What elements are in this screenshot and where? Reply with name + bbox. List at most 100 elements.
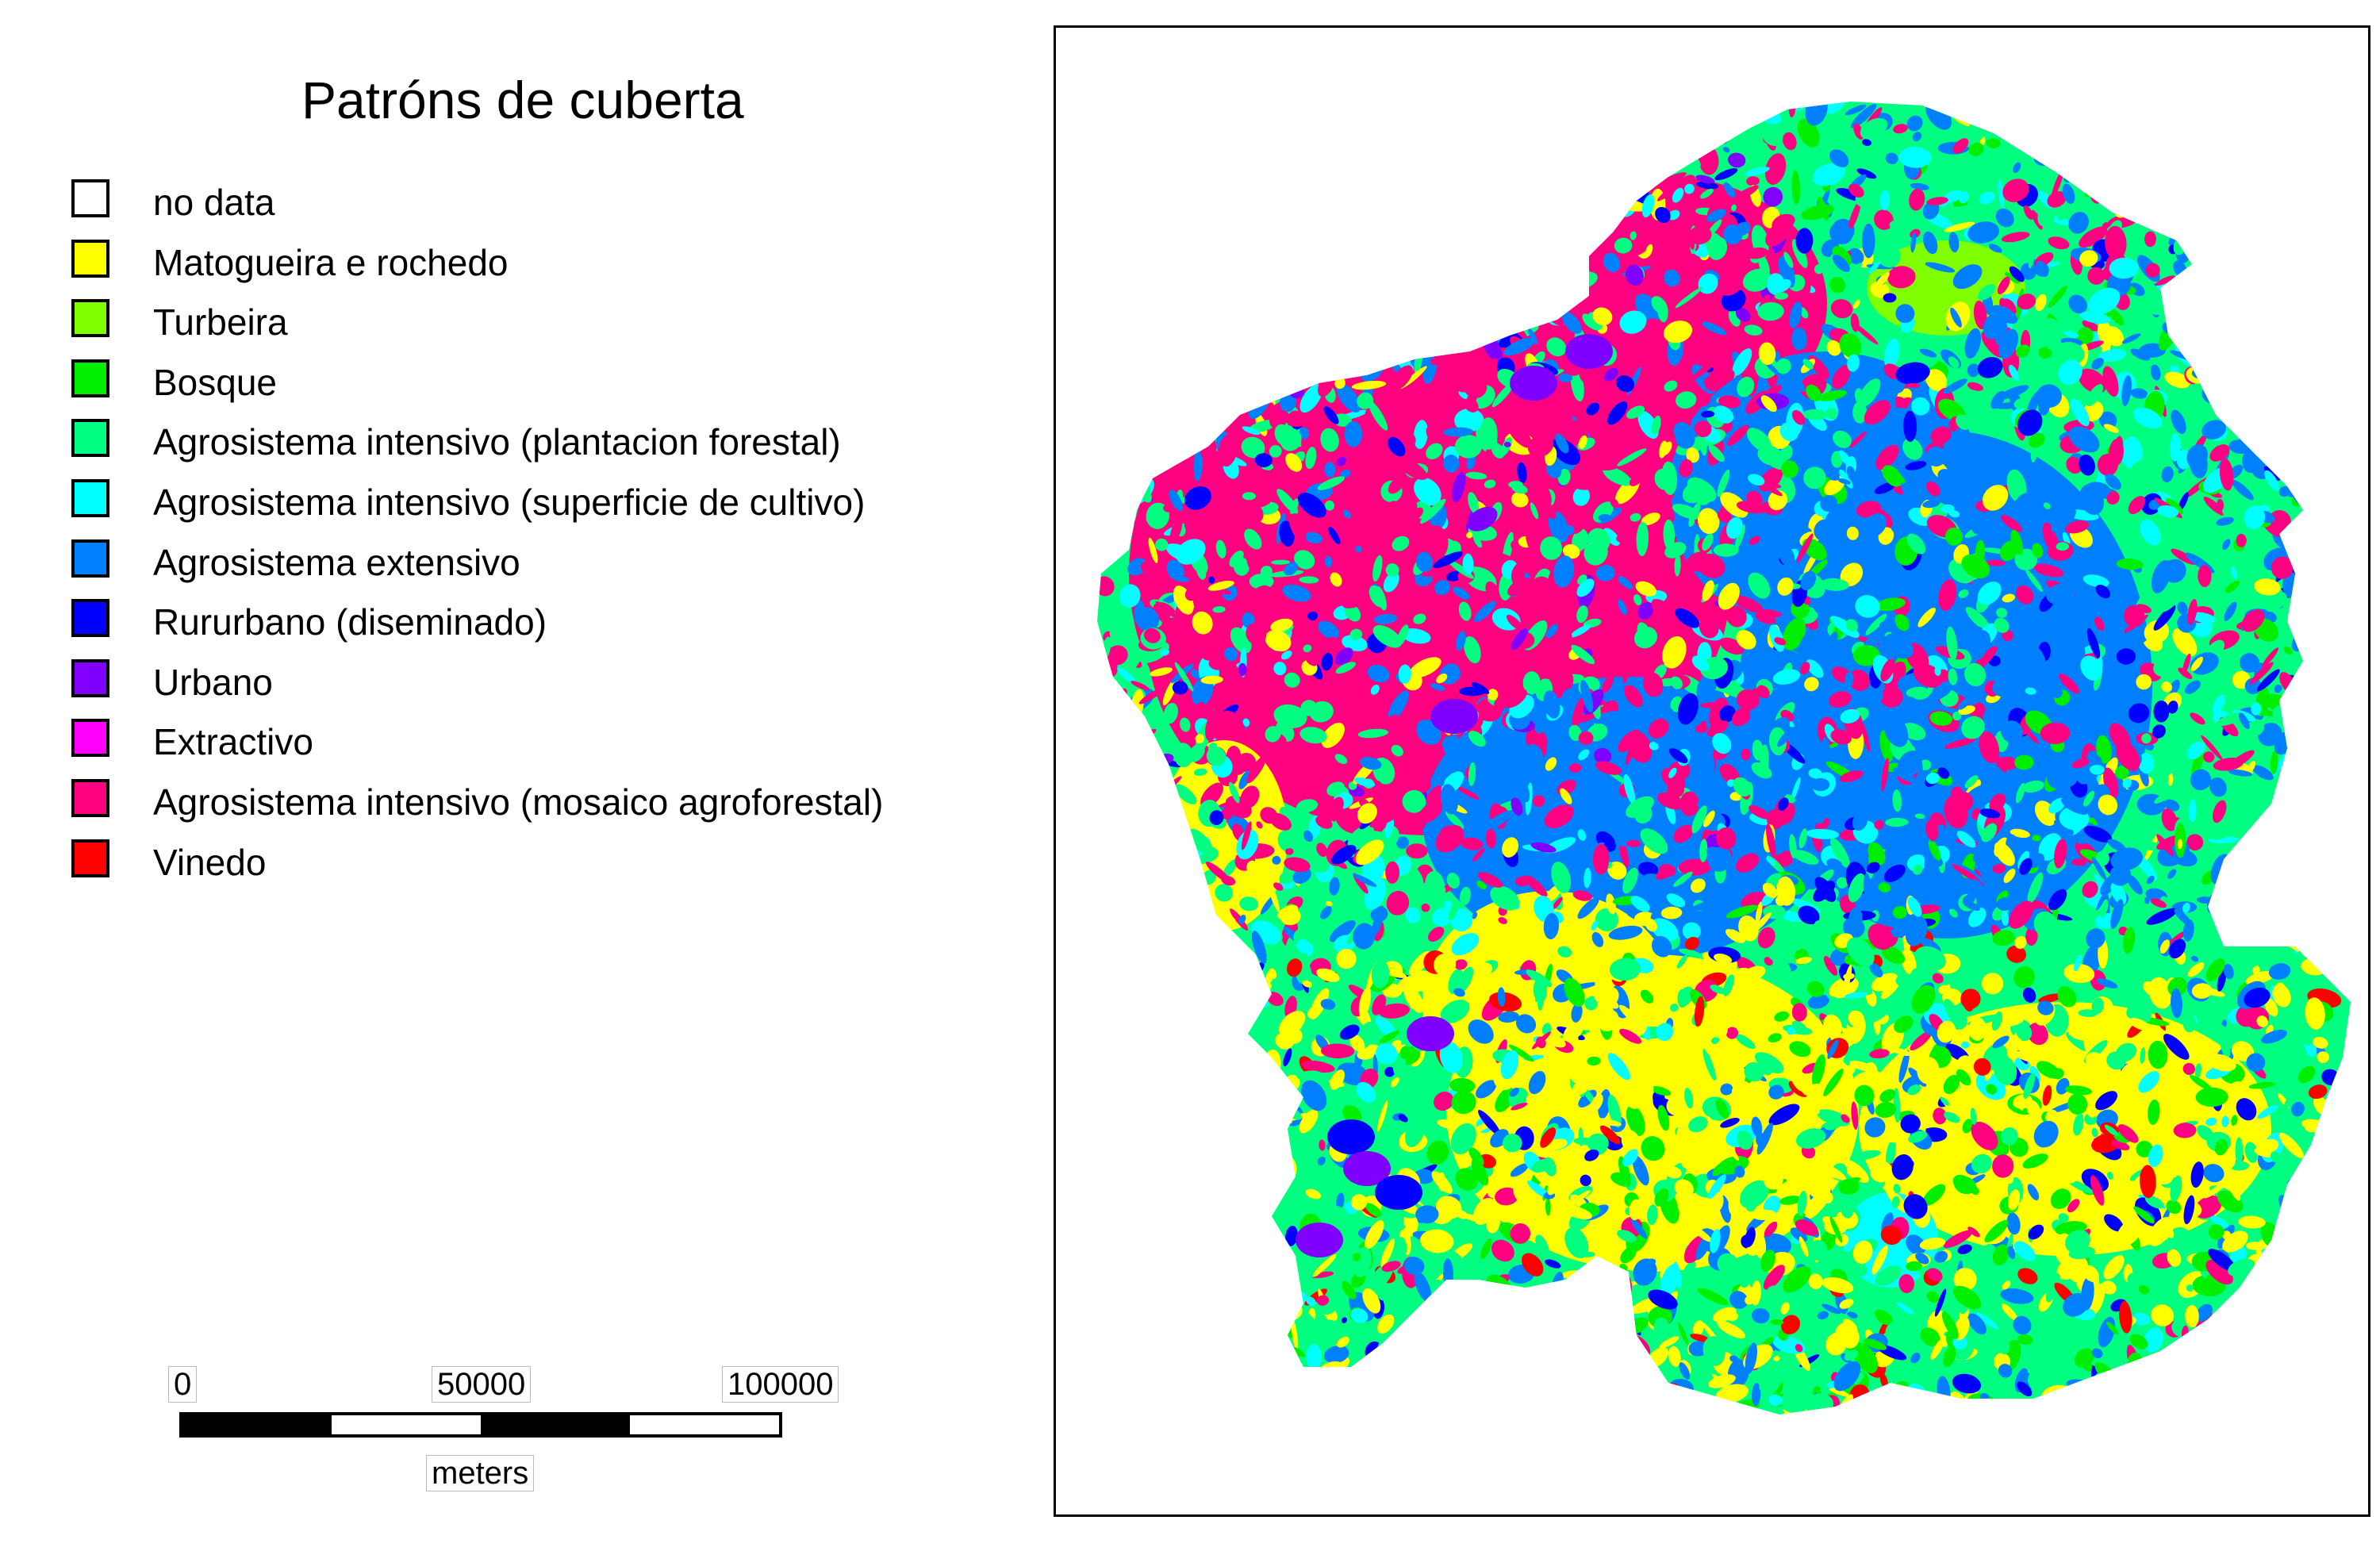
land-cover-patch [1555, 1282, 1565, 1297]
land-cover-patch [1896, 1006, 1904, 1015]
land-cover-patch [1602, 102, 1625, 116]
land-cover-patch [2160, 176, 2181, 193]
land-cover-patch [1895, 304, 1915, 324]
land-cover-patch [1107, 236, 1139, 259]
land-cover-patch [1411, 102, 1438, 113]
land-cover-patch [2058, 1213, 2069, 1223]
land-cover-patch [2086, 102, 2117, 121]
land-cover-patch [2265, 866, 2291, 892]
land-cover-patch [2296, 535, 2311, 549]
land-cover-patch [1657, 1104, 1670, 1131]
scale-tick-label: 0 [168, 1366, 198, 1403]
land-cover-patch [1109, 716, 1136, 731]
land-cover-patch [1214, 1184, 1230, 1201]
land-cover-patch [2290, 165, 2306, 179]
land-cover-patch [1161, 875, 1180, 903]
land-cover-patch [1300, 268, 1322, 294]
land-cover-patch [1101, 1287, 1123, 1300]
land-cover-patch [1566, 1380, 1584, 1406]
land-cover-patch [1871, 1245, 1888, 1275]
land-cover-patch [2102, 366, 2119, 397]
land-cover-patch [1180, 905, 1190, 916]
land-cover-patch [2213, 1394, 2230, 1407]
land-cover-patch [1147, 225, 1161, 238]
land-cover-patch [1385, 321, 1400, 332]
land-cover-patch [2268, 816, 2290, 839]
land-cover-patch [1196, 347, 1218, 359]
land-cover-patch [1262, 684, 1285, 707]
land-cover-patch [2186, 834, 2204, 851]
land-cover-patch [1107, 415, 1132, 442]
land-cover-patch [1398, 155, 1409, 164]
land-cover-patch [2324, 805, 2334, 821]
land-cover-patch [1097, 877, 1111, 904]
land-cover-patch [1097, 1223, 1122, 1249]
land-cover-patch [2276, 1298, 2298, 1322]
land-cover-patch [1353, 106, 1368, 115]
land-cover-patch [1558, 373, 1573, 382]
land-cover-patch [1146, 943, 1173, 958]
land-cover-patch [1150, 1383, 1166, 1407]
land-cover-patch [1439, 1311, 1453, 1320]
land-cover-patch [1415, 138, 1426, 151]
land-cover-patch [1962, 1119, 1973, 1134]
land-cover-patch [1252, 1070, 1265, 1080]
land-cover-patch [1373, 613, 1398, 624]
land-cover-patch [2248, 383, 2266, 408]
land-cover-patch [2051, 169, 2064, 199]
land-cover-patch [1583, 867, 1591, 889]
land-cover-patch [1532, 795, 1545, 808]
land-cover-patch [1588, 520, 1595, 528]
land-cover-patch [1538, 1292, 1556, 1311]
land-cover-patch [2246, 1289, 2267, 1316]
land-cover-patch [1381, 326, 1399, 347]
land-cover-patch [1552, 135, 1575, 166]
land-cover-patch [1638, 170, 1663, 190]
land-cover-patch [1161, 923, 1181, 942]
land-cover-patch [1131, 902, 1146, 922]
land-cover-patch [1200, 263, 1234, 285]
land-cover-patch [2155, 159, 2188, 175]
land-cover-patch [2182, 1395, 2202, 1415]
land-cover-patch [1154, 790, 1175, 815]
land-cover-patch [2297, 1388, 2325, 1410]
land-cover-patch [2278, 820, 2292, 835]
land-cover-patch [2140, 519, 2161, 546]
land-cover-patch [1524, 102, 1548, 115]
land-cover-patch [1585, 1284, 1603, 1299]
land-cover-patch [1379, 1003, 1410, 1019]
land-cover-patch [1504, 1374, 1516, 1388]
land-cover-patch [1172, 948, 1199, 967]
land-cover-patch [1585, 1394, 1597, 1406]
land-cover-patch [1287, 181, 1317, 202]
land-cover-patch [2043, 502, 2051, 509]
land-cover-patch [1656, 1043, 1678, 1064]
land-cover-patch [1156, 1280, 1180, 1302]
land-cover-patch [1097, 1200, 1111, 1223]
land-cover-patch [1806, 659, 1824, 678]
land-cover-patch [2086, 1405, 2108, 1415]
land-cover-patch [1336, 948, 1357, 969]
land-cover-patch [1299, 384, 1322, 413]
land-cover-patch [1610, 1150, 1622, 1161]
land-cover-patch [2137, 1372, 2145, 1389]
land-cover-patch [1810, 777, 1830, 792]
land-cover-patch [1157, 1411, 1176, 1415]
land-cover-patch [1158, 173, 1175, 190]
land-cover-patch [1402, 628, 1431, 644]
land-cover-patch [1342, 635, 1368, 651]
land-cover-patch [1640, 1369, 1659, 1394]
land-cover-patch [1309, 315, 1329, 328]
land-cover-patch [1100, 505, 1110, 519]
land-cover-patch [1145, 1415, 1163, 1428]
land-cover-patch [1557, 1303, 1574, 1320]
land-cover-patch [1295, 191, 1324, 203]
land-cover-patch [2286, 164, 2308, 181]
land-cover-patch [2254, 274, 2277, 305]
land-cover-patch [1135, 351, 1145, 363]
land-cover-patch [1139, 1061, 1173, 1089]
land-cover-patch [1211, 1165, 1231, 1184]
land-cover-patch [2196, 1401, 2217, 1415]
land-cover-patch [1286, 178, 1299, 195]
land-cover-patch [1216, 1173, 1242, 1184]
